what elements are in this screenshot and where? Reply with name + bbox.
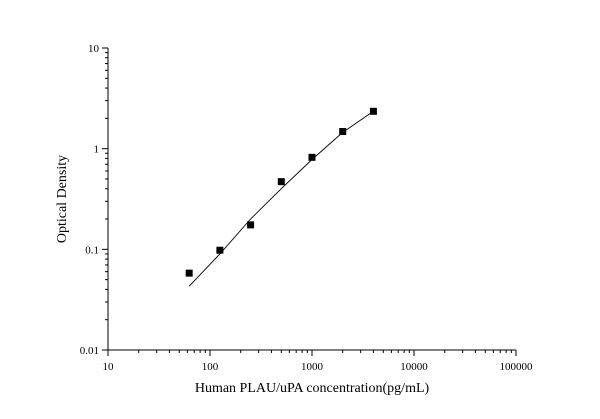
x-axis-ticks: 10 100 1000 10000 100000 xyxy=(103,350,534,373)
x-tick-label: 100000 xyxy=(500,361,534,373)
data-point xyxy=(216,246,224,254)
data-point xyxy=(339,128,347,136)
data-point xyxy=(308,153,316,161)
x-tick-label: 1000 xyxy=(301,361,324,373)
x-axis-title: Human PLAU/uPA concentration(pg/mL) xyxy=(195,381,430,396)
data-point xyxy=(185,269,193,277)
data-point xyxy=(277,178,285,186)
x-tick-label: 10 xyxy=(103,361,115,373)
y-tick-label: 0.1 xyxy=(85,244,99,256)
data-point xyxy=(369,107,377,115)
y-tick-label: 0.01 xyxy=(80,345,99,357)
fit-curve-layer xyxy=(188,110,374,287)
y-axis-ticks: 0.01 0.1 1 10 xyxy=(80,43,108,357)
y-tick-label: 1 xyxy=(94,144,100,156)
y-tick-label: 10 xyxy=(88,43,100,55)
data-points-layer xyxy=(185,107,377,277)
axes xyxy=(107,48,516,351)
x-tick-label: 100 xyxy=(202,361,219,373)
data-point xyxy=(247,221,255,229)
fit-curve xyxy=(188,110,374,287)
y-axis-title: Optical Density xyxy=(55,155,70,243)
x-tick-label: 10000 xyxy=(400,361,428,373)
